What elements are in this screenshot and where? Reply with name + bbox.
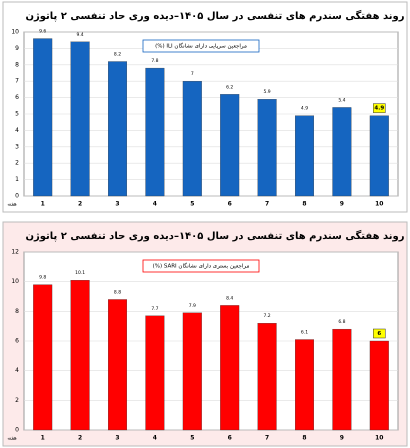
value-label: 9.4 [77,32,84,38]
x-tick-label: 10 [375,201,383,208]
value-label: 7.9 [189,303,196,309]
y-tick-label: 4 [15,127,19,134]
bar [369,340,389,431]
bar [182,81,202,197]
value-label: 7 [191,71,194,77]
y-tick-label: 6 [15,94,19,101]
bar [257,323,277,431]
x-tick-label: 1 [41,435,45,442]
value-label: 8.2 [114,52,121,58]
y-tick-label: 1 [15,176,19,183]
x-tick-label: 3 [115,201,119,208]
value-label: 7.8 [151,58,158,64]
y-tick-label: 8 [15,308,19,315]
x-tick-label: 7 [265,201,269,208]
x-tick-label: 4 [153,201,157,208]
value-label: 4.9 [301,106,308,112]
x-tick-label: 10 [375,435,383,442]
bar [108,299,128,431]
value-label: 5.4 [338,97,345,103]
y-tick-label: 12 [11,249,19,256]
value-label: 5.9 [264,89,271,95]
chart-title: روند هفتگی سندرم های تنفسی در سال ۱۴۰۵–د… [25,9,404,22]
y-tick-label: 9 [15,45,19,52]
legend-box [142,259,260,273]
value-label-highlight [373,103,386,113]
x-axis-label: هفته [7,436,17,442]
bar [145,315,165,431]
value-label: 8.4 [226,295,233,301]
x-tick-label: 3 [115,435,119,442]
y-tick-label: 4 [15,367,19,374]
x-tick-label: 7 [265,435,269,442]
y-tick-label: 2 [15,397,19,404]
bar [33,284,53,431]
x-tick-label: 2 [78,435,82,442]
y-tick-label: 7 [15,78,19,85]
bar [33,38,53,197]
value-label: 9.8 [39,275,46,281]
y-tick-label: 5 [15,111,19,118]
y-tick-label: 0 [15,427,19,434]
legend-box [142,39,260,53]
y-tick-label: 2 [15,160,19,167]
value-label: 6.8 [338,319,345,325]
y-tick-label: 3 [15,143,19,150]
x-tick-label: 8 [302,435,306,442]
value-label: 4.9 [374,106,384,112]
y-tick-label: 10 [11,278,19,285]
value-label: 10.1 [75,270,85,276]
value-label: 6.2 [226,84,233,90]
x-tick-label: 9 [340,201,344,208]
bar [294,115,314,197]
bar [369,115,389,197]
value-label: 6.1 [301,330,308,336]
y-tick-label: 8 [15,61,19,68]
x-tick-label: 4 [153,435,157,442]
x-tick-label: 2 [78,201,82,208]
value-label: 7.7 [151,306,158,312]
bar [145,67,165,197]
legend-label: مراجعین بستری دارای نشانگان SARI (%) [153,263,250,270]
bar [220,305,240,431]
x-tick-label: 5 [190,435,194,442]
value-label: 9.6 [39,29,46,35]
x-tick-label: 9 [340,435,344,442]
y-tick-label: 0 [15,193,19,200]
x-tick-label: 6 [228,201,232,208]
y-tick-label: 6 [15,338,19,345]
x-tick-label: 5 [190,201,194,208]
bar [220,94,240,197]
value-label-highlight [373,328,386,339]
value-label: 7.2 [264,313,271,319]
bar [182,312,202,431]
bar [332,107,352,197]
x-tick-label: 1 [41,201,45,208]
x-axis-label: هفته [7,202,17,208]
value-label: 8.8 [114,289,121,295]
value-label: 6 [377,331,381,337]
bar [294,339,314,431]
x-tick-label: 6 [228,435,232,442]
legend-label: مراجعین سرپایی دارای نشانگان ILI (%) [155,43,247,50]
bar [70,280,90,431]
bar [332,328,352,431]
x-tick-label: 8 [302,201,306,208]
bar [108,61,128,197]
bar [70,41,90,197]
chart-title: روند هفتگی سندرم های تنفسی در سال ۱۴۰۵–د… [25,229,404,242]
y-tick-label: 10 [11,29,19,36]
bar [257,99,277,197]
